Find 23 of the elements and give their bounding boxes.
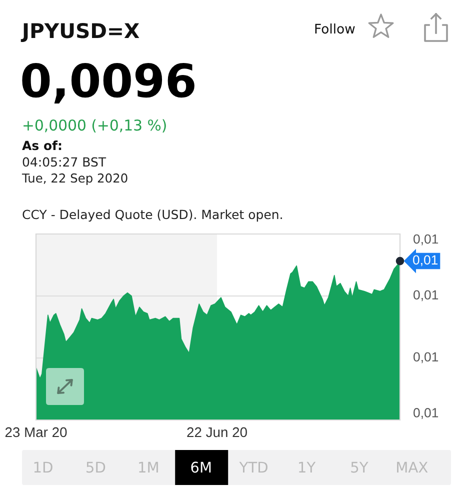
text: 1M bbox=[139, 462, 158, 472]
text: MAX bbox=[397, 462, 428, 472]
text: 6M bbox=[191, 462, 211, 473]
x-tick-label: 23 Mar 20 bbox=[5, 427, 67, 438]
text: As of: bbox=[22, 140, 62, 150]
text: CCY - Delayed Quote (USD). Market open. bbox=[22, 210, 282, 222]
text: Follow bbox=[315, 23, 355, 34]
text: 04:05:27 BST bbox=[22, 157, 106, 167]
text: 1D bbox=[34, 462, 52, 472]
text: +0,0000 (+0,13 %) bbox=[24, 119, 166, 132]
text: 0,01 bbox=[413, 255, 438, 266]
text: YTD bbox=[239, 462, 268, 472]
chart-title: JPYUSD=X bbox=[20, 22, 140, 42]
text: Tue, 22 Sep 2020 bbox=[22, 173, 128, 186]
text: 0,01 bbox=[414, 290, 438, 302]
text: 5Y bbox=[351, 462, 368, 473]
x-tick-label: 22 Jun 20 bbox=[187, 427, 247, 438]
chart-subtitle: 0,0096 bbox=[22, 62, 194, 104]
text: 0,01 bbox=[414, 234, 438, 246]
text: 1Y bbox=[299, 462, 316, 472]
text: 0,01 bbox=[414, 352, 438, 364]
text: 5D bbox=[86, 462, 106, 473]
text: 0,01 bbox=[414, 408, 438, 419]
